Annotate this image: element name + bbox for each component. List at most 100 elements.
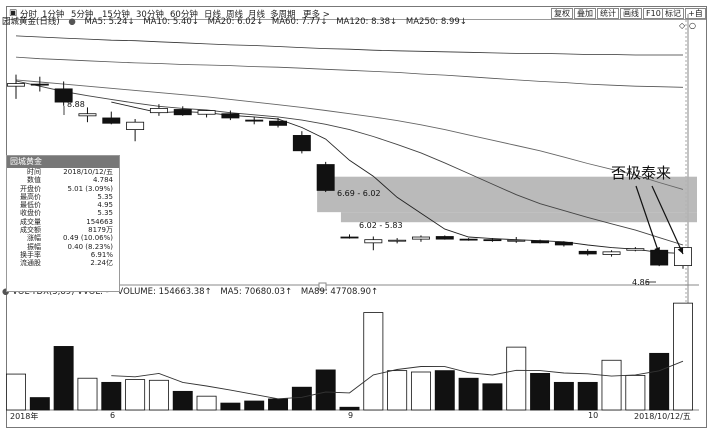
candle-body	[626, 248, 645, 251]
info-value: 5.01 (3.09%)	[67, 184, 113, 193]
info-value: 2.24亿	[90, 259, 113, 268]
tab-more[interactable]: 更多 >	[303, 10, 330, 20]
volume-bar	[363, 312, 384, 411]
candle-body	[459, 238, 478, 241]
info-panel: 园城黄金 时间 2018/10/12/五数值 4.784 开盘价 5.01 (3.09%…	[6, 155, 120, 292]
candle-body	[340, 236, 359, 239]
candle-body	[578, 250, 597, 255]
info-value: 0.49 (10.06%)	[63, 234, 113, 243]
arrow-line	[635, 185, 660, 255]
info-label: 最高价	[20, 192, 41, 201]
volume-bar	[101, 381, 122, 411]
volume-bar	[315, 369, 336, 411]
tab-multi-period[interactable]: 多周期	[270, 10, 296, 20]
volume-bar	[434, 370, 455, 411]
indicator-dot-icon: ●	[2, 287, 10, 297]
volume-bar	[220, 402, 241, 411]
info-label: 数值	[27, 176, 41, 185]
volume-bar	[268, 398, 289, 411]
info-label: 时间	[27, 168, 41, 176]
volume-bar	[125, 379, 146, 411]
tab-5min[interactable]: 5分钟	[71, 10, 94, 20]
handwritten-note: 否极泰来	[611, 164, 671, 182]
candle-body	[102, 117, 121, 124]
info-label: 成交额	[20, 226, 41, 235]
info-row: 流通股 2.24亿	[7, 259, 119, 267]
volume-bar	[53, 346, 74, 411]
arrow-head-icon	[677, 247, 684, 254]
volume-bar	[77, 377, 98, 411]
info-panel-title: 园城黄金	[7, 156, 119, 168]
info-row: 涨幅 0.49 (10.06%)	[7, 234, 119, 242]
candle-body	[221, 113, 240, 119]
volume-ma89: MA89: 47708.90↑	[300, 287, 379, 297]
tab-15min[interactable]: 15分钟	[102, 10, 130, 20]
info-label: 涨幅	[27, 234, 41, 243]
overlay-button[interactable]: 叠加	[574, 8, 596, 19]
volume-bar	[244, 400, 265, 411]
gap2-label: 6.02 - 5.83	[359, 221, 403, 230]
volume-value: VOLUME: 154663.38↑	[117, 287, 212, 297]
tab-30min[interactable]: 30分钟	[136, 10, 164, 20]
volume-bar	[196, 395, 217, 411]
volume-bar	[387, 370, 408, 411]
candle-body	[435, 236, 454, 240]
main-legend: 园城黄金(日线) ● MA5: 5.24↓ MA10: 5.40↓ MA20: …	[2, 15, 473, 27]
stock-title: 园城黄金(日线)	[2, 17, 60, 27]
stats-button[interactable]: 统计	[597, 8, 619, 19]
candle-body	[126, 121, 145, 130]
add-watchlist-button[interactable]: +自	[685, 8, 706, 19]
tab-1min[interactable]: 1分钟	[42, 10, 65, 20]
info-row: 时间 2018/10/12/五	[7, 168, 119, 176]
draw-button[interactable]: 画线	[620, 8, 642, 19]
tab-daily[interactable]: 日线	[204, 10, 222, 20]
tab-monthly[interactable]: 月线	[248, 10, 266, 20]
ma250-line	[15, 35, 683, 56]
high-price-label: 8.88	[67, 100, 85, 109]
volume-bar	[601, 359, 622, 411]
info-rows: 时间 2018/10/12/五 数值 4.784 开盘价 5.01 (3.09%) 最高价 5…	[7, 168, 119, 268]
diamond-icon: ◇	[679, 21, 686, 30]
tab-weekly[interactable]: 周线	[226, 10, 244, 20]
gap1-label: 6.69 - 6.02	[337, 189, 381, 198]
info-row: 振幅 0.40 (8.23%)	[7, 243, 119, 251]
candle-body	[269, 120, 288, 126]
list-icon[interactable]: ▣	[9, 8, 18, 18]
tab-fenshi[interactable]: 分时	[20, 10, 38, 20]
volume-ma-line	[111, 360, 684, 400]
candle-body	[7, 83, 25, 87]
info-row: 成交量 154663	[7, 218, 119, 226]
info-value: 5.35	[97, 209, 113, 218]
tab-60min[interactable]: 60分钟	[170, 10, 198, 20]
info-row: 收盘价 5.35	[7, 209, 119, 217]
info-row: 开盘价 5.01 (3.09%)	[7, 185, 119, 193]
adjust-button[interactable]: 复权	[551, 8, 573, 19]
candle-body	[483, 239, 502, 242]
candle-body	[149, 108, 168, 114]
volume-bar	[29, 397, 50, 411]
candle-body	[554, 241, 573, 246]
volume-legend: ● VOL-TDX(5,89) VVOL: - VOLUME: 154663.3…	[2, 287, 384, 297]
scroll-handle	[318, 282, 327, 291]
ma250-value: MA250: 8.99↓	[405, 17, 467, 27]
mark-button[interactable]: 标记	[662, 8, 684, 19]
volume-bar	[339, 406, 360, 411]
volume-bar	[506, 346, 527, 411]
info-value: 4.95	[97, 201, 113, 210]
info-label: 开盘价	[20, 184, 41, 193]
volume-bar	[553, 381, 574, 411]
info-label: 振幅	[27, 242, 41, 251]
candle-body	[531, 240, 550, 244]
info-label: 换手率	[20, 250, 41, 259]
info-label: 成交量	[20, 217, 41, 226]
candle-body	[507, 239, 526, 242]
info-row: 最高价 5.35	[7, 193, 119, 201]
info-value: 4.784	[92, 176, 113, 185]
volume-bar	[673, 302, 693, 411]
arrow-head-icon	[654, 247, 660, 254]
volume-bar	[6, 373, 26, 411]
candle-body	[292, 135, 311, 152]
volume-bar	[148, 379, 169, 411]
info-value: 2018/10/12/五	[63, 168, 113, 176]
